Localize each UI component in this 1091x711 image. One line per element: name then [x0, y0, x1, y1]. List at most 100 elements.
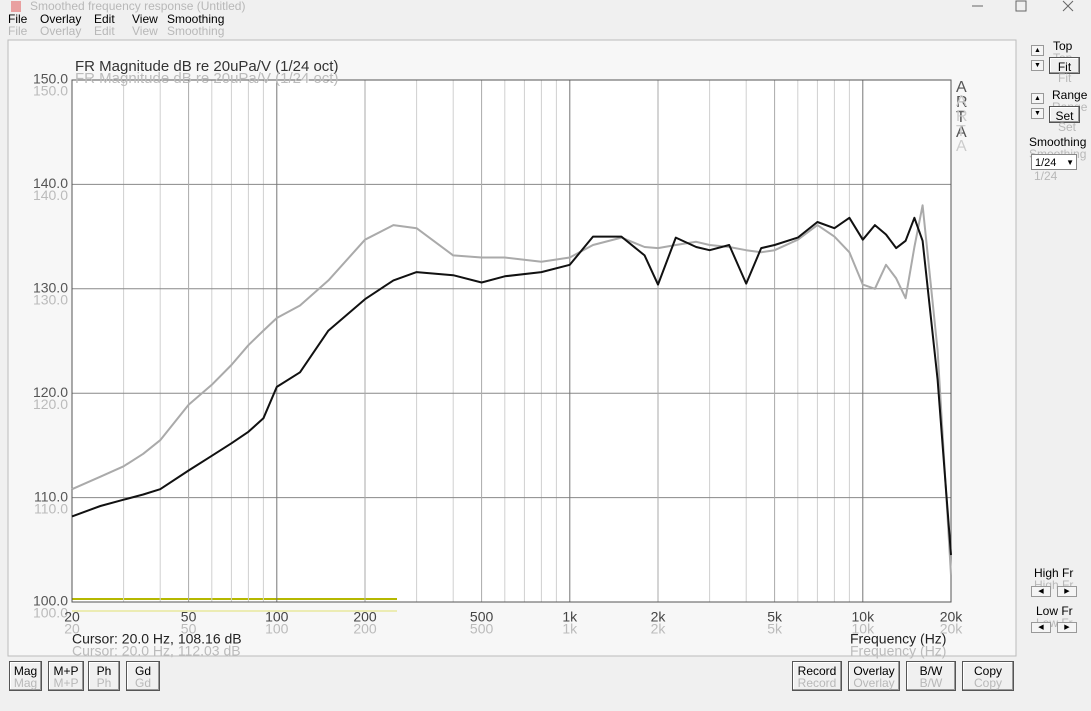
menu-item-ghost: Overlay: [40, 24, 82, 38]
low-fr-label: Low Fr: [1036, 604, 1073, 618]
response-curve: [71, 216, 952, 556]
y-tick-label: 150.0: [33, 71, 68, 87]
x-tick-label: 500: [470, 609, 494, 625]
x-tick-label: 20: [64, 609, 80, 625]
set-ghost: Set: [1058, 120, 1077, 134]
x-tick-label-ghost: 20: [64, 621, 80, 637]
button[interactable]: Copy Copy: [962, 661, 1014, 691]
button-label-ghost: B/W: [919, 676, 943, 690]
arta-label: ARTA: [956, 79, 968, 141]
button-label-ghost: Overlay: [853, 676, 895, 690]
top-down[interactable]: ▼: [1031, 60, 1044, 71]
x-tick-label: 1k: [562, 609, 578, 625]
maximize[interactable]: [1015, 0, 1027, 12]
y-tick-label-ghost: 110.0: [34, 500, 68, 516]
button-label-ghost: M+P: [53, 676, 79, 690]
y-tick-label: 100.0: [33, 593, 68, 609]
y-tick-label: 110.0: [34, 488, 68, 504]
menu-item-ghost: View: [132, 24, 158, 38]
button[interactable]: Gd Gd: [126, 661, 160, 691]
chart-title: FR Magnitude dB re 20uPa/V (1/24 oct): [75, 58, 338, 75]
x-tick-label: 200: [353, 609, 377, 625]
smoothing-select[interactable]: 1/24 ▼: [1031, 154, 1077, 170]
range-down[interactable]: ▼: [1031, 108, 1044, 119]
plot-frame: [71, 79, 952, 603]
menu-item[interactable]: View: [132, 12, 158, 26]
high-fr-left[interactable]: ◀: [1031, 586, 1051, 597]
smoothing-label: Smoothing: [1029, 135, 1087, 149]
chart-title-ghost: FR Magnitude dB re 20uPa/V (1/24 oct): [75, 70, 338, 87]
button-label: Ph: [96, 664, 112, 678]
button-label: Mag: [13, 664, 38, 678]
x-tick-label-ghost: 20k: [940, 621, 964, 637]
cursor-readout: Cursor: 20.0 Hz, 108.16 dB: [72, 631, 242, 647]
close[interactable]: [1062, 0, 1074, 12]
menu-item[interactable]: Edit: [94, 12, 115, 26]
set-button[interactable]: Set: [1049, 106, 1080, 123]
x-axis-label-ghost: Frequency (Hz): [850, 643, 946, 659]
x-tick-label-ghost: 500: [470, 621, 494, 637]
x-tick-label-ghost: 1k: [562, 621, 578, 637]
menu-item[interactable]: File: [8, 12, 28, 26]
button-label-ghost: Gd: [134, 676, 151, 690]
button-label-ghost: Copy: [973, 676, 1002, 690]
menu-item[interactable]: Smoothing: [167, 12, 225, 26]
x-tick-label: 2k: [651, 609, 667, 625]
menu-item-ghost: File: [8, 24, 28, 38]
button-label-ghost: Ph: [96, 676, 112, 690]
y-tick-label: 130.0: [33, 280, 68, 296]
menu-item-ghost: Edit: [94, 24, 115, 38]
x-tick-label-ghost: 2k: [651, 621, 667, 637]
y-tick-label-ghost: 100.0: [33, 605, 68, 621]
high-fr-label: High Fr: [1034, 566, 1074, 580]
fit-button[interactable]: Fit: [1049, 57, 1080, 74]
fit-ghost: Fit: [1058, 71, 1072, 85]
y-tick-label-ghost: 120.0: [33, 396, 68, 412]
button[interactable]: Ph Ph: [88, 661, 120, 691]
x-tick-label: 50: [181, 609, 197, 625]
button-label-ghost: Record: [797, 676, 837, 690]
x-axis-label: Frequency (Hz): [850, 631, 946, 647]
y-tick-label: 120.0: [33, 384, 68, 400]
high-fr-right[interactable]: ▶: [1057, 586, 1077, 597]
button[interactable]: B/W B/W: [906, 661, 956, 691]
button-label: Copy: [973, 664, 1002, 678]
plot-area: [72, 80, 951, 602]
top-label: Top: [1053, 39, 1073, 53]
button[interactable]: Mag Mag: [9, 661, 42, 691]
x-tick-label: 5k: [767, 609, 783, 625]
y-tick-label: 140.0: [33, 175, 68, 191]
range-label: Range: [1052, 88, 1088, 102]
x-tick-label: 20k: [940, 609, 964, 625]
y-tick-label-ghost: 140.0: [33, 187, 68, 203]
button-label: M+P: [53, 664, 79, 678]
button-label: B/W: [919, 664, 943, 678]
button[interactable]: Overlay Overlay: [848, 661, 900, 691]
x-tick-label: 10k: [852, 609, 876, 625]
button[interactable]: Record Record: [792, 661, 842, 691]
x-tick-label: 100: [265, 609, 289, 625]
button-label: Overlay: [853, 664, 895, 678]
top-up[interactable]: ▲: [1031, 45, 1044, 56]
button-label: Record: [797, 664, 837, 678]
menu-item[interactable]: Overlay: [40, 12, 82, 26]
x-tick-label-ghost: 10k: [852, 621, 876, 637]
button-label: Gd: [134, 664, 151, 678]
arta-label-ghost: ARTA: [956, 93, 968, 155]
button-label-ghost: Mag: [13, 676, 38, 690]
smoothing-value-ghost: 1/24: [1034, 169, 1058, 183]
window-title: Smoothed frequency response (Untitled): [30, 0, 245, 13]
menu-item-ghost: Smoothing: [167, 24, 225, 38]
low-fr-left[interactable]: ◀: [1031, 622, 1051, 633]
x-tick-label-ghost: 200: [353, 621, 377, 637]
x-tick-label-ghost: 100: [265, 621, 289, 637]
app-icon: [11, 1, 21, 12]
y-tick-label-ghost: 150.0: [33, 83, 68, 99]
button[interactable]: M+P M+P: [48, 661, 84, 691]
x-tick-label-ghost: 5k: [767, 621, 783, 637]
cursor-readout-ghost: Cursor: 20.0 Hz, 112.03 dB: [72, 643, 241, 659]
low-fr-right[interactable]: ▶: [1057, 622, 1077, 633]
range-up[interactable]: ▲: [1031, 93, 1044, 104]
smoothing-value: 1/24: [1035, 157, 1057, 169]
